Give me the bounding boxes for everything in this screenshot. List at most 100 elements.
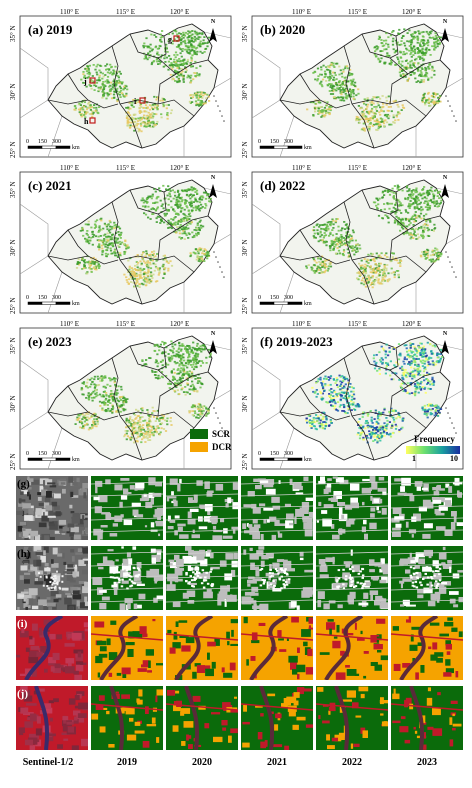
rice-pixel [109,228,112,231]
rice-pixel [412,62,415,65]
rice-pixel [95,384,98,386]
rice-pixel [433,260,436,263]
island [217,417,219,419]
rice-pixel [367,281,370,283]
rice-pixel [207,408,210,411]
rice-pixel [146,431,149,433]
rice-pixel [188,218,191,221]
rice-pixel [410,366,413,369]
rice-pixel [413,50,416,53]
north-arrow-icon [441,28,449,42]
rice-pixel [424,258,427,260]
rice-pixel [409,200,412,202]
rice-pixel [403,225,406,227]
rice-pixel [187,232,190,234]
rice-pixel [390,202,394,205]
rice-pixel [165,188,168,191]
rice-pixel [172,368,175,371]
rice-pixel [420,39,423,41]
rice-pixel [418,346,421,349]
rice-pixel [367,103,370,106]
rice-pixel [130,267,134,269]
rice-pixel [205,362,208,364]
rice-pixel [133,441,136,444]
rice-pixel [87,392,90,394]
rice-pixel [414,197,417,200]
rice-pixel [323,100,326,103]
rice-pixel [203,51,206,53]
rice-pixel [94,423,97,425]
rice-pixel [410,55,413,58]
rice-pixel [399,63,402,66]
map-panel-f: 110° E 115° E 120° E 35° N 30° N 25° N 0 150 300… [240,320,465,471]
rice-pixel [145,431,148,433]
rice-pixel [328,221,331,223]
rice-pixel [314,108,317,111]
rice-pixel [173,360,176,363]
rice-pixel [402,74,405,77]
rice-pixel [174,362,177,365]
outer-boundary [435,31,464,39]
rice-pixel [374,46,377,48]
rice-pixel [171,32,174,35]
rice-pixel [109,238,112,241]
rice-pixel [387,43,390,46]
rice-pixel [156,51,159,54]
rice-pixel [135,275,138,278]
rice-pixel [427,79,430,81]
rice-pixel [350,386,354,388]
rice-pixel [189,102,192,104]
rice-pixel [411,33,414,35]
rice-pixel [426,32,429,35]
rice-pixel [119,237,122,239]
rice-pixel [328,79,331,82]
rice-pixel [381,278,384,281]
rice-pixel [193,50,196,52]
rice-pixel [194,200,197,203]
rice-pixel [332,219,335,222]
scale-bar [27,145,71,149]
rice-pixel [346,377,349,380]
rice-pixel [323,115,326,118]
rice-pixel [382,110,385,113]
rice-pixel [157,362,160,365]
rice-pixel [106,228,109,231]
rice-pixel [93,396,96,399]
rice-pixel [94,385,97,388]
rice-pixel [109,221,112,224]
rice-pixel [360,259,363,262]
rice-pixel [196,377,199,379]
rice-pixel [145,260,148,263]
rice-pixel [93,375,96,378]
rice-pixel [174,221,177,224]
rice-pixel [153,123,156,126]
rice-pixel [409,237,412,240]
rice-pixel [106,236,109,239]
rice-distribution [75,184,212,288]
rice-pixel [347,382,350,384]
rice-pixel [404,374,408,377]
rice-pixel [156,365,159,368]
rice-pixel [207,254,210,257]
rice-pixel [167,269,170,272]
rice-pixel [356,117,359,120]
rice-pixel [368,119,371,122]
rice-pixel [351,239,354,242]
rice-pixel [118,85,122,88]
rice-pixel [196,342,199,345]
rice-pixel [144,123,147,126]
rice-pixel [331,74,334,77]
rice-pixel [320,68,323,71]
rice-pixel [379,97,382,100]
rice-pixel [194,360,198,362]
rice-pixel [96,261,99,264]
rice-pixel [144,213,148,216]
rice-pixel [150,107,154,109]
rice-pixel [103,243,106,246]
rice-pixel [203,92,206,94]
rice-pixel [369,117,372,119]
rice-pixel [426,227,429,229]
rice-pixel [429,363,432,366]
rice-pixel [156,201,159,204]
rice-pixel [342,88,345,90]
